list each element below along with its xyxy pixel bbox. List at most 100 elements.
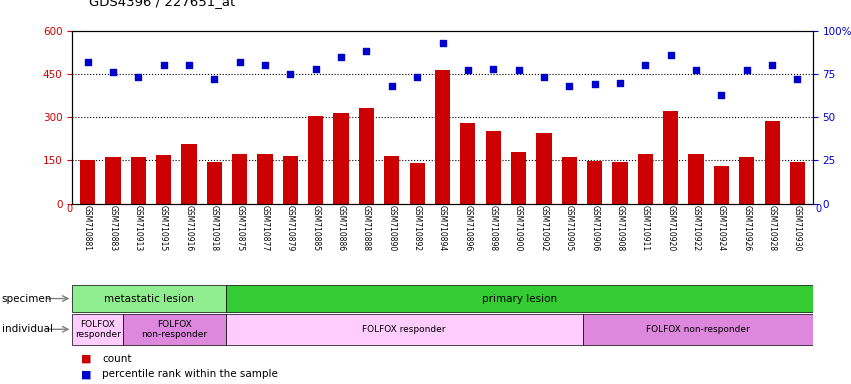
Text: GSM710881: GSM710881 [83, 205, 92, 251]
Bar [181, 144, 197, 204]
Point [765, 62, 779, 68]
Bar [207, 162, 222, 204]
FancyBboxPatch shape [226, 285, 813, 313]
Text: GSM710898: GSM710898 [488, 205, 498, 251]
Text: individual: individual [2, 324, 53, 334]
Text: GSM710885: GSM710885 [311, 205, 320, 251]
Point [233, 59, 247, 65]
Bar [359, 109, 374, 204]
Point [537, 74, 551, 81]
Text: GSM710913: GSM710913 [134, 205, 143, 252]
Text: GSM710906: GSM710906 [590, 205, 599, 252]
Point [283, 71, 297, 77]
Bar [308, 116, 323, 204]
Point [791, 76, 804, 82]
Text: GSM710928: GSM710928 [768, 205, 777, 251]
Text: GSM710915: GSM710915 [159, 205, 168, 252]
Text: GDS4396 / 227651_at: GDS4396 / 227651_at [89, 0, 236, 8]
Text: GSM710886: GSM710886 [337, 205, 346, 251]
Bar [486, 131, 501, 204]
Point [638, 62, 652, 68]
FancyBboxPatch shape [226, 314, 583, 345]
Bar [511, 152, 526, 204]
Bar [232, 154, 248, 204]
Text: GSM710888: GSM710888 [362, 205, 371, 251]
Text: GSM710905: GSM710905 [565, 205, 574, 252]
Point [208, 76, 221, 82]
Text: 0: 0 [815, 204, 821, 214]
Point [511, 68, 525, 74]
Text: ■: ■ [81, 354, 91, 364]
Point [436, 40, 449, 46]
Text: GSM710900: GSM710900 [514, 205, 523, 252]
Text: GSM710918: GSM710918 [210, 205, 219, 251]
Point [106, 69, 120, 75]
Point [81, 59, 94, 65]
Bar [740, 157, 754, 204]
Text: GSM710883: GSM710883 [108, 205, 117, 251]
Text: GSM710930: GSM710930 [793, 205, 802, 252]
Text: GSM710902: GSM710902 [540, 205, 548, 252]
Bar [790, 162, 805, 204]
Text: GSM710879: GSM710879 [286, 205, 295, 252]
Bar [460, 124, 476, 204]
Text: percentile rank within the sample: percentile rank within the sample [102, 369, 278, 379]
Bar [637, 154, 653, 204]
Bar [257, 154, 272, 204]
Text: 0: 0 [66, 204, 72, 214]
Text: FOLFOX
non-responder: FOLFOX non-responder [141, 319, 208, 339]
Text: GSM710916: GSM710916 [185, 205, 193, 252]
Text: GSM710875: GSM710875 [235, 205, 244, 252]
Point [309, 66, 323, 72]
Text: primary lesion: primary lesion [482, 293, 557, 304]
Text: GSM710922: GSM710922 [692, 205, 700, 251]
Bar [714, 166, 729, 204]
Point [258, 62, 271, 68]
Bar [80, 160, 95, 204]
Point [385, 83, 398, 89]
Bar [283, 156, 298, 204]
FancyBboxPatch shape [72, 314, 123, 345]
Point [334, 54, 348, 60]
Text: GSM710908: GSM710908 [615, 205, 625, 252]
Text: GSM710892: GSM710892 [413, 205, 421, 251]
Text: GSM710896: GSM710896 [464, 205, 472, 252]
Text: GSM710920: GSM710920 [666, 205, 675, 252]
Text: GSM710911: GSM710911 [641, 205, 650, 251]
Bar [409, 163, 425, 204]
Text: GSM710924: GSM710924 [717, 205, 726, 252]
Text: count: count [102, 354, 132, 364]
Text: FOLFOX
responder: FOLFOX responder [75, 319, 121, 339]
Point [689, 68, 703, 74]
Text: ■: ■ [81, 369, 91, 379]
Text: GSM710926: GSM710926 [742, 205, 751, 252]
Bar [384, 156, 399, 204]
Point [487, 66, 500, 72]
Bar [435, 70, 450, 204]
FancyBboxPatch shape [72, 285, 226, 313]
Point [360, 48, 374, 55]
Point [715, 92, 728, 98]
Point [563, 83, 576, 89]
Text: GSM710890: GSM710890 [387, 205, 397, 252]
Point [740, 68, 754, 74]
Point [131, 74, 145, 81]
Bar [613, 162, 627, 204]
Bar [334, 113, 349, 204]
Point [157, 62, 170, 68]
Bar [536, 133, 551, 204]
Bar [587, 161, 603, 204]
Text: FOLFOX responder: FOLFOX responder [363, 325, 446, 334]
Text: FOLFOX non-responder: FOLFOX non-responder [646, 325, 750, 334]
Point [461, 68, 475, 74]
Bar [688, 154, 704, 204]
Point [410, 74, 424, 81]
Text: specimen: specimen [2, 293, 52, 304]
Bar [131, 157, 146, 204]
FancyBboxPatch shape [583, 314, 813, 345]
Point [664, 52, 677, 58]
FancyBboxPatch shape [123, 314, 226, 345]
Bar [562, 157, 577, 204]
Bar [156, 155, 171, 204]
Bar [663, 111, 678, 204]
